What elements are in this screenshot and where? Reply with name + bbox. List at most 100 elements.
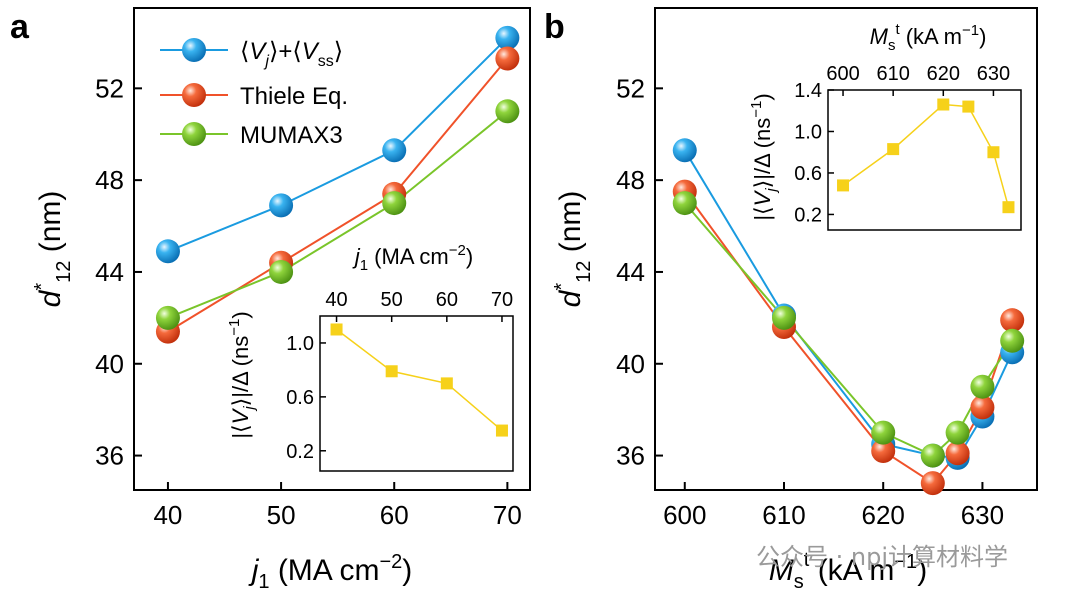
data-point-mumax3 (945, 420, 970, 445)
data-point-vj-vss (495, 25, 520, 50)
inset-series-line (336, 328, 503, 432)
panel-b-inset: 600 610 620 630 0.2 0.6 1.0 1.4 Mst (kA m−1) |⟨… (748, 21, 1022, 231)
inset-x-tick-label: 610 (876, 63, 909, 85)
y-tick-label: 44 (616, 257, 645, 287)
series-line-vj-vss (167, 37, 509, 253)
inset-x-tick-label: 70 (491, 289, 513, 311)
inset-data-point (937, 98, 950, 111)
inset-data-point (887, 143, 900, 156)
x-tick-label: 60 (380, 500, 409, 530)
legend: ⟨Vj⟩+⟨Vss⟩ Thiele Eq. MUMAX3 (160, 38, 348, 149)
data-point-thiele (495, 46, 520, 71)
inset-y-tick-label: 0.6 (794, 163, 822, 185)
x-tick-label: 70 (493, 500, 522, 530)
series-line-mumax3 (684, 202, 1014, 457)
x-tick-label: 610 (762, 500, 805, 530)
data-point-thiele (945, 441, 970, 466)
data-point-thiele (970, 395, 995, 420)
y-tick-label: 48 (95, 165, 124, 195)
panel-b-series (672, 138, 1025, 496)
panel-a-inset-axes: 40 50 60 70 0.2 0.6 1.0 (286, 289, 513, 463)
legend-label-thiele: Thiele Eq. (240, 83, 348, 110)
panel-a-plot-frame (133, 7, 531, 491)
panel-a-axes: 40 50 60 70 36 40 44 48 52 (95, 73, 522, 530)
data-point-mumax3 (771, 305, 796, 330)
data-point-mumax3 (382, 191, 407, 216)
legend-marker-vj-vss (182, 38, 206, 62)
inset-data-point (987, 146, 1000, 159)
panel-a: a 40 50 60 70 36 40 44 48 52 ⟨Vj⟩+⟨Vss⟩ Thiele E… (10, 7, 531, 593)
inset-x-tick-label: 60 (436, 289, 458, 311)
panel-b-plot-frame (654, 7, 1038, 491)
inset-y-tick-label: 0.6 (286, 387, 314, 409)
panel-a-label: a (10, 8, 30, 46)
inset-data-point (962, 100, 975, 113)
panel-b-axes: 600 610 620 630 36 40 44 48 52 (616, 73, 1004, 530)
y-tick-label: 40 (95, 349, 124, 379)
panel-b: b 600 610 620 630 36 40 44 48 52 d*12 (nm) Mst (… (544, 7, 1038, 593)
panel-b-y-axis-title: d*12 (nm) (551, 191, 595, 308)
inset-x-tick-label: 630 (977, 63, 1010, 85)
inset-x-tick-label: 620 (927, 63, 960, 85)
inset-series-line (842, 103, 1010, 208)
y-tick-label: 44 (95, 257, 124, 287)
data-point-mumax3 (495, 99, 520, 124)
panel-a-inset-y-axis-title: |⟨Vj⟩|/Δ (ns−1) (226, 311, 258, 438)
panel-b-inset-frame (827, 89, 1022, 231)
data-point-mumax3 (970, 374, 995, 399)
data-point-vj-vss (382, 138, 407, 163)
inset-y-tick-label: 0.2 (286, 441, 314, 463)
panel-a-series (155, 25, 520, 344)
panel-a-inset-x-axis-title: j1 (MA cm−2) (352, 242, 473, 274)
legend-label-vj-vss: ⟨Vj⟩+⟨Vss⟩ (240, 38, 343, 70)
legend-marker-thiele (182, 83, 206, 107)
x-tick-label: 40 (153, 500, 182, 530)
data-point-vj-vss (155, 239, 180, 264)
x-tick-label: 630 (961, 500, 1004, 530)
data-point-mumax3 (920, 443, 945, 468)
data-point-thiele (871, 438, 896, 463)
series-line-mumax3 (167, 110, 509, 319)
data-point-thiele (1000, 308, 1025, 333)
inset-y-tick-label: 1.4 (794, 80, 822, 102)
data-point-vj-vss (672, 138, 697, 163)
inset-data-point (1002, 201, 1015, 214)
inset-y-tick-label: 1.0 (286, 333, 314, 355)
x-tick-label: 50 (267, 500, 296, 530)
data-point-mumax3 (672, 191, 697, 216)
data-point-mumax3 (1000, 328, 1025, 353)
y-tick-label: 52 (95, 73, 124, 103)
y-tick-label: 36 (616, 441, 645, 471)
panel-a-inset: 40 50 60 70 0.2 0.6 1.0 j1 (MA cm−2) |⟨Vj⟩|/Δ … (226, 242, 514, 472)
inset-y-tick-label: 0.2 (794, 204, 822, 226)
inset-data-point (495, 424, 508, 437)
panel-b-inset-series (837, 98, 1015, 214)
panel-b-label: b (544, 8, 565, 46)
y-tick-label: 40 (616, 349, 645, 379)
legend-label-mumax3: MUMAX3 (240, 122, 343, 149)
panel-b-inset-y-axis-title: |⟨Vj⟩|/Δ (ns−1) (748, 93, 780, 220)
inset-x-tick-label: 50 (381, 289, 403, 311)
x-tick-label: 620 (862, 500, 905, 530)
data-point-vj-vss (269, 193, 294, 218)
panel-a-inset-series (330, 323, 508, 437)
inset-data-point (837, 179, 850, 192)
panel-b-inset-x-axis-title: Mst (kA m−1) (870, 21, 987, 54)
panel-b-inset-axes: 600 610 620 630 0.2 0.6 1.0 1.4 (794, 63, 1010, 226)
y-tick-label: 48 (616, 165, 645, 195)
panel-a-x-axis-title: j1 (MA cm−2) (248, 551, 413, 593)
inset-x-tick-label: 600 (826, 63, 859, 85)
y-tick-label: 52 (616, 73, 645, 103)
y-tick-label: 36 (95, 441, 124, 471)
data-point-mumax3 (269, 259, 294, 284)
inset-data-point (330, 323, 343, 336)
x-tick-label: 600 (663, 500, 706, 530)
inset-y-tick-label: 1.0 (794, 121, 822, 143)
inset-x-tick-label: 40 (325, 289, 347, 311)
data-point-mumax3 (155, 305, 180, 330)
legend-marker-mumax3 (182, 122, 206, 146)
inset-data-point (385, 365, 398, 378)
watermark-text: 公众号 · npj计算材料学 (756, 543, 1008, 571)
panel-a-y-axis-title: d*12 (nm) (31, 191, 75, 308)
